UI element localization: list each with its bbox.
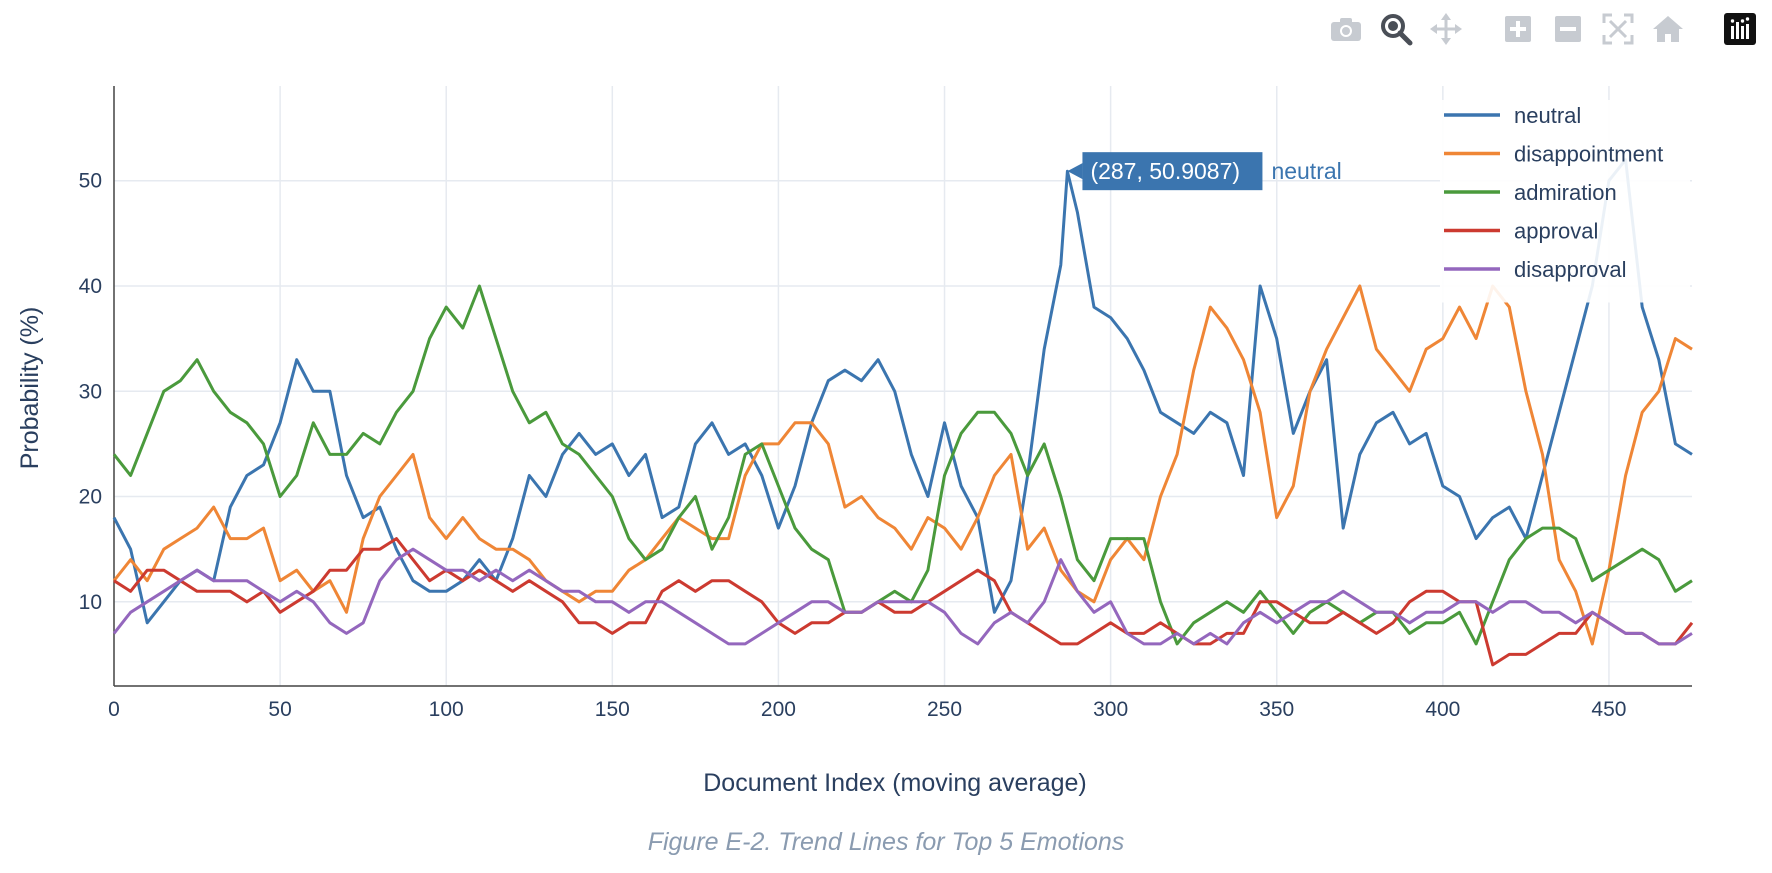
- x-tick-label: 0: [108, 698, 120, 721]
- x-tick-label: 350: [1259, 698, 1294, 721]
- pan-icon[interactable]: [1428, 11, 1464, 47]
- tooltip-box: [1082, 152, 1263, 191]
- series-line-neutral: [112, 158, 1693, 625]
- x-tick-label: 100: [429, 698, 464, 721]
- tooltip-arrow: [1067, 163, 1083, 180]
- x-tick-label: 250: [927, 698, 962, 721]
- plotly-logo-icon[interactable]: [1722, 11, 1758, 47]
- modebar: [1328, 10, 1758, 48]
- x-tick-label: 450: [1591, 698, 1626, 721]
- y-tick-label: 20: [79, 486, 102, 509]
- legend-label: disappointment: [1514, 142, 1663, 167]
- x-tick-label: 300: [1093, 698, 1128, 721]
- x-tick-label: 400: [1425, 698, 1460, 721]
- series-layer: [112, 158, 1694, 667]
- tooltip-value: (287, 50.9087): [1090, 158, 1240, 184]
- x-tick-label: 50: [268, 698, 291, 721]
- series-line-disapproval: [112, 547, 1693, 646]
- legend-label: disapproval: [1514, 257, 1627, 282]
- autoscale-icon[interactable]: [1600, 11, 1636, 47]
- x-tick-label: 150: [595, 698, 630, 721]
- series-line-disappointment: [112, 284, 1693, 646]
- zoom-out-icon[interactable]: [1550, 11, 1586, 47]
- legend-label: approval: [1514, 219, 1598, 244]
- tooltip-series-name: neutral: [1271, 158, 1341, 184]
- x-axis-title: Document Index (moving average): [703, 769, 1087, 797]
- series-line-admiration: [112, 284, 1693, 646]
- series-line-approval: [113, 537, 1694, 667]
- legend-label: admiration: [1514, 180, 1617, 205]
- zoom-icon[interactable]: [1378, 11, 1414, 47]
- legend-label: neutral: [1514, 103, 1581, 128]
- zoom-in-icon[interactable]: [1500, 11, 1536, 47]
- camera-icon[interactable]: [1328, 11, 1364, 47]
- y-tick-label: 40: [79, 275, 102, 298]
- figure-caption: Figure E-2. Trend Lines for Top 5 Emotio…: [647, 828, 1125, 856]
- y-tick-label: 30: [79, 380, 102, 403]
- reset-axes-icon[interactable]: [1650, 11, 1686, 47]
- y-tick-label: 10: [79, 591, 102, 614]
- x-tick-label: 200: [761, 698, 796, 721]
- legend[interactable]: neutral disappointment admiration approval d…: [1440, 100, 1690, 303]
- hover-tooltip: (287, 50.9087) neutral: [1067, 152, 1342, 191]
- y-tick-label: 50: [79, 170, 102, 193]
- axis-layer: 0 50 100 150 200 250 300 350 400 450 10 20 30 40 50: [79, 86, 1692, 721]
- y-axis-title: Probability (%): [16, 307, 44, 470]
